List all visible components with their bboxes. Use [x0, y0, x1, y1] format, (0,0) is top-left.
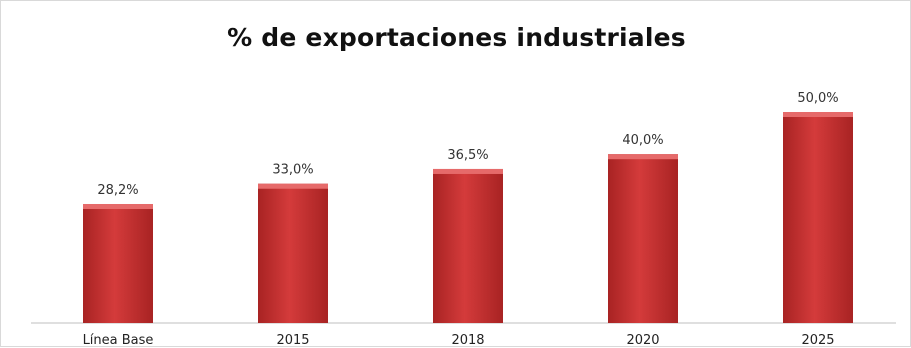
data-label-1: 28,2% — [97, 183, 138, 198]
data-label-5: 50,0% — [797, 91, 838, 106]
bar-2 — [258, 183, 328, 323]
data-label-4: 40,0% — [622, 133, 663, 148]
bar-cap-3 — [433, 168, 503, 174]
data-label-3: 36,5% — [447, 148, 488, 163]
bar-cap-2 — [258, 183, 328, 189]
bars-group — [83, 112, 853, 323]
chart-title: % de exportaciones industriales — [227, 23, 686, 52]
bar-cap-1 — [83, 203, 153, 209]
data-label-2: 33,0% — [272, 163, 313, 178]
bar-1 — [83, 203, 153, 323]
x-tick-label-3: 2018 — [451, 333, 484, 348]
bar-4 — [608, 154, 678, 323]
bar-cap-4 — [608, 154, 678, 160]
x-tick-label-2: 2015 — [276, 333, 309, 348]
x-tick-label-1: Línea Base — [83, 333, 154, 348]
bar-5 — [783, 112, 853, 323]
x-tick-label-4: 2020 — [626, 333, 659, 348]
labels-group: 28,2% Línea Base 33,0% 2015 36,5% 2018 40,0% 20… — [83, 91, 839, 348]
bar-3 — [433, 168, 503, 323]
bar-cap-5 — [783, 112, 853, 117]
x-tick-label-5: 2025 — [801, 333, 834, 348]
